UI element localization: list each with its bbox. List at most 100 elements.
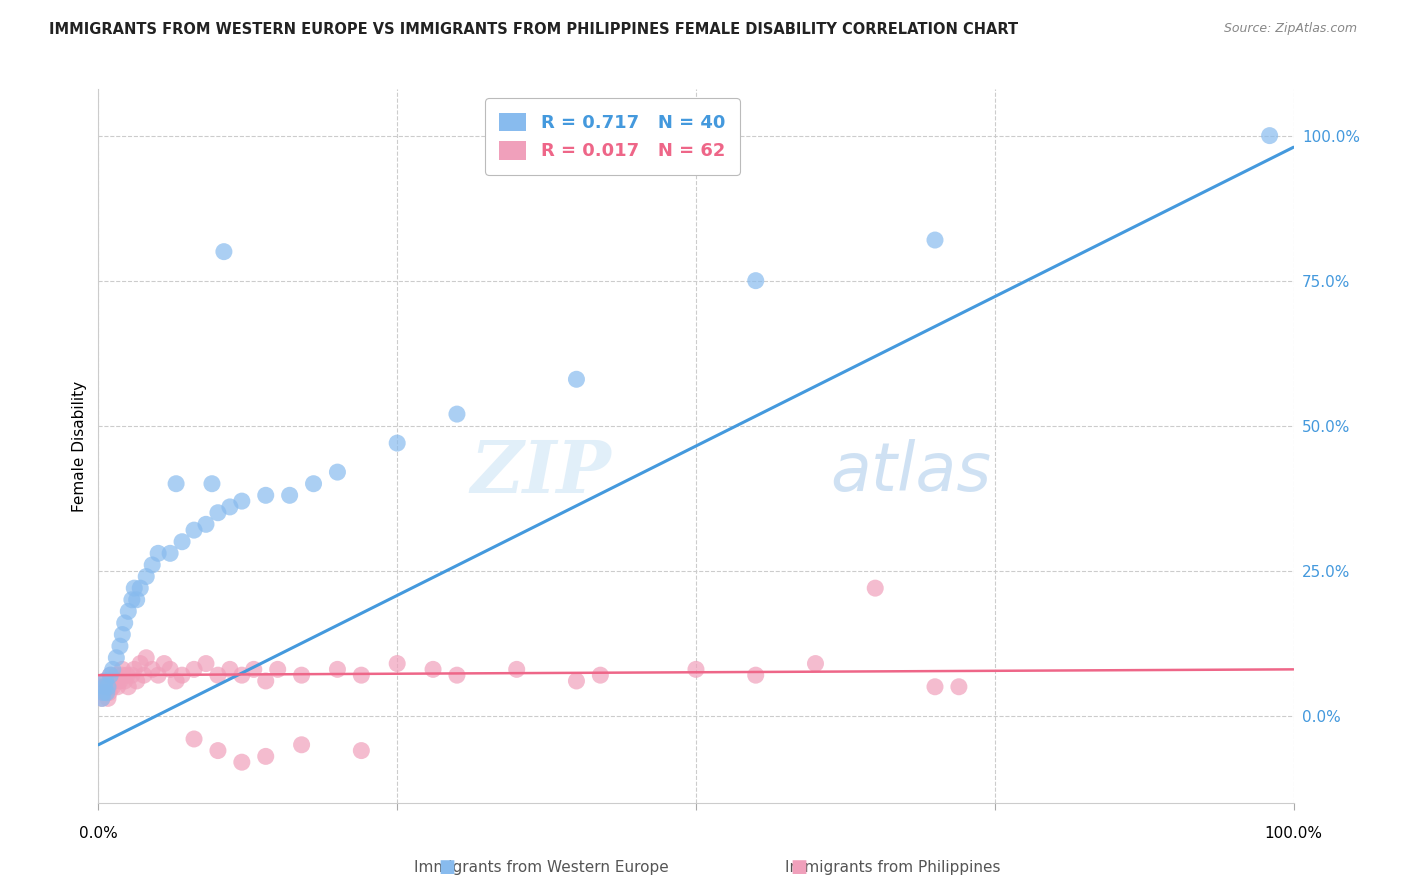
- Point: [129, 657, 152, 671]
- Point: [194, 517, 218, 532]
- Point: [165, 673, 187, 688]
- Point: [804, 657, 827, 671]
- Point: [135, 650, 157, 665]
- Point: [97, 691, 120, 706]
- Point: [124, 581, 146, 595]
- Point: [745, 274, 768, 288]
- Point: [105, 668, 128, 682]
- Point: [91, 685, 114, 699]
- Text: atlas: atlas: [831, 439, 991, 505]
- Point: [153, 657, 176, 671]
- Point: [159, 546, 181, 560]
- Point: [117, 604, 139, 618]
- Point: [231, 755, 253, 769]
- Point: [350, 743, 373, 757]
- Point: [114, 673, 136, 688]
- Point: [91, 685, 114, 699]
- Point: [685, 662, 707, 676]
- Point: [98, 673, 122, 688]
- Point: [172, 534, 194, 549]
- Point: [267, 662, 290, 676]
- Point: [125, 673, 148, 688]
- Point: [135, 569, 157, 583]
- Point: [108, 639, 131, 653]
- Point: [350, 668, 373, 682]
- Point: [589, 668, 612, 682]
- Point: [385, 436, 409, 450]
- Point: [219, 662, 242, 676]
- Point: [91, 691, 114, 706]
- Point: [1258, 128, 1281, 143]
- Point: [385, 657, 409, 671]
- Point: [101, 680, 124, 694]
- Point: [924, 680, 946, 694]
- Point: [108, 673, 131, 688]
- Text: 100.0%: 100.0%: [1264, 826, 1323, 841]
- Text: 0.0%: 0.0%: [79, 826, 118, 841]
- Point: [326, 662, 349, 676]
- Text: Immigrants from Philippines: Immigrants from Philippines: [785, 860, 1001, 874]
- Point: [105, 650, 128, 665]
- Text: ■: ■: [790, 858, 807, 876]
- Point: [183, 662, 205, 676]
- Point: [101, 662, 124, 676]
- Point: [254, 488, 277, 502]
- Point: [165, 476, 187, 491]
- Point: [422, 662, 444, 676]
- Point: [565, 372, 588, 386]
- Point: [326, 465, 349, 479]
- Point: [141, 662, 163, 676]
- Point: [117, 680, 139, 694]
- Point: [121, 592, 143, 607]
- Text: IMMIGRANTS FROM WESTERN EUROPE VS IMMIGRANTS FROM PHILIPPINES FEMALE DISABILITY : IMMIGRANTS FROM WESTERN EUROPE VS IMMIGR…: [49, 22, 1018, 37]
- Point: [97, 680, 120, 694]
- Point: [243, 662, 266, 676]
- Text: ZIP: ZIP: [470, 436, 612, 508]
- Point: [141, 558, 163, 572]
- Point: [948, 680, 970, 694]
- Point: [98, 668, 122, 682]
- Text: Immigrants from Western Europe: Immigrants from Western Europe: [413, 860, 669, 874]
- Point: [121, 668, 143, 682]
- Point: [93, 680, 115, 694]
- Point: [98, 668, 122, 682]
- Point: [207, 668, 229, 682]
- Point: [107, 680, 129, 694]
- Legend: R = 0.717   N = 40, R = 0.017   N = 62: R = 0.717 N = 40, R = 0.017 N = 62: [485, 98, 740, 175]
- Point: [96, 680, 118, 694]
- Point: [506, 662, 529, 676]
- Point: [111, 662, 134, 676]
- Point: [924, 233, 946, 247]
- Point: [446, 668, 468, 682]
- Point: [159, 662, 181, 676]
- Point: [111, 668, 134, 682]
- Point: [302, 476, 325, 491]
- Point: [207, 506, 229, 520]
- Point: [212, 244, 235, 259]
- Point: [278, 488, 301, 502]
- Point: [91, 691, 114, 706]
- Point: [201, 476, 224, 491]
- Point: [219, 500, 242, 514]
- Point: [93, 673, 115, 688]
- Point: [172, 668, 194, 682]
- Point: [93, 680, 115, 694]
- Point: [148, 546, 170, 560]
- Point: [111, 627, 134, 641]
- Point: [207, 743, 229, 757]
- Point: [446, 407, 468, 421]
- Point: [254, 673, 277, 688]
- Point: [183, 731, 205, 746]
- Point: [94, 685, 117, 699]
- Point: [94, 673, 117, 688]
- Point: [96, 685, 118, 699]
- Point: [132, 668, 155, 682]
- Point: [115, 668, 138, 682]
- Point: [231, 668, 253, 682]
- Point: [148, 668, 170, 682]
- Point: [90, 680, 112, 694]
- Point: [254, 749, 277, 764]
- Point: [565, 673, 588, 688]
- Point: [231, 494, 253, 508]
- Point: [290, 668, 312, 682]
